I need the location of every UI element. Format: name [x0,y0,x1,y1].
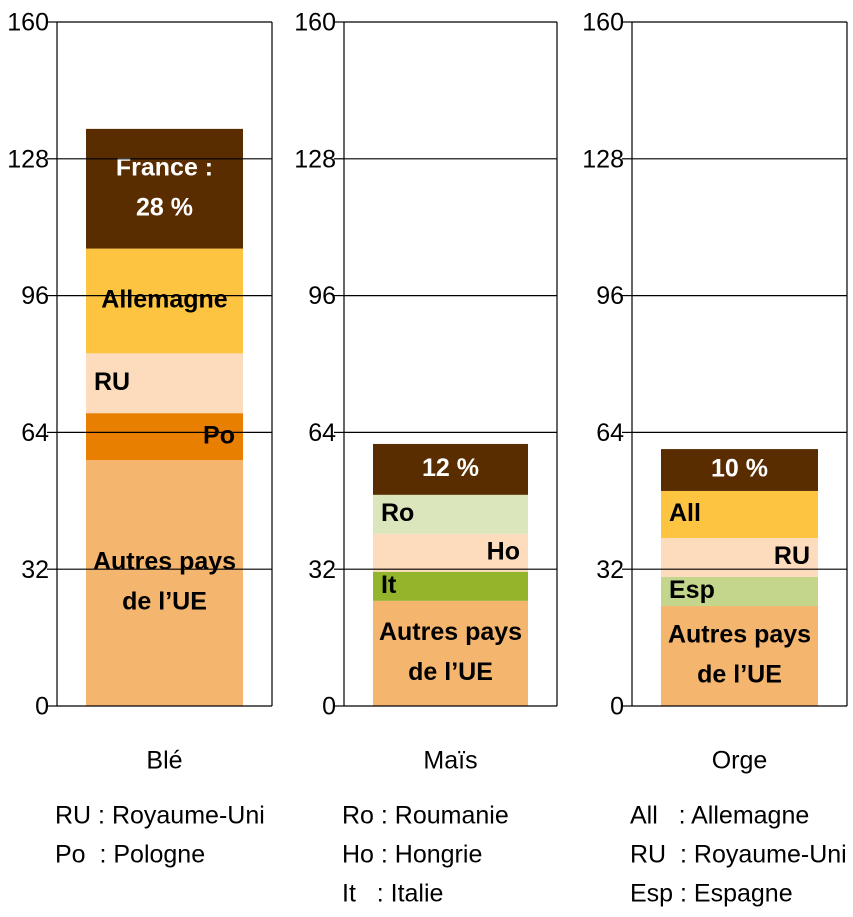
y-tick-label: 160 [582,9,624,37]
bar-segment [661,605,818,706]
y-tick-label: 64 [21,419,49,447]
segment-label: Autres pays [379,618,522,646]
segment-label: Ho [487,537,520,565]
bar-segment [86,353,243,414]
bar-segment [373,600,528,706]
y-tick-label: 96 [308,282,336,310]
segment-label: 12 % [422,454,479,482]
bar-segment [373,443,528,495]
segment-label: France : [116,153,213,181]
bar-segment [86,413,243,461]
y-tick-label: 32 [21,556,49,584]
y-tick-label: 0 [322,693,336,721]
y-tick-label: 128 [582,145,624,173]
legend-entry: Ho : Hongrie [342,841,482,869]
bar-segment [661,449,818,491]
y-tick-label: 128 [294,145,336,173]
y-tick-label: 32 [308,556,336,584]
bar-segment [373,571,528,601]
segment-label: Ro [381,499,414,527]
y-tick-label: 96 [596,282,624,310]
segment-label: Autres pays [668,621,811,649]
y-tick-label: 0 [35,693,49,721]
y-tick-label: 96 [21,282,49,310]
y-tick-label: 0 [610,693,624,721]
segment-label: de l’UE [122,588,207,616]
legend-entry: RU : Royaume-Uni [630,841,847,869]
segment-label: 28 % [136,193,193,221]
segment-label: Autres pays [93,548,236,576]
y-tick-label: 128 [7,145,49,173]
segment-label: All [669,499,701,527]
segment-label: 10 % [711,455,768,483]
legend-entry: Esp : Espagne [630,880,793,908]
category-label: Orge [712,747,768,775]
legend-entry: All : Allemagne [630,802,809,830]
bar-segment [661,537,818,577]
segment-label: RU [774,542,810,570]
y-tick-label: 160 [294,9,336,37]
y-tick-label: 160 [7,9,49,37]
segment-label: It [381,571,397,599]
legend-entry: Po : Pologne [55,841,205,869]
segment-label: Po [203,421,235,449]
category-label: Blé [146,747,182,775]
legend-entry: RU : Royaume-Uni [55,802,265,830]
y-tick-label: 64 [596,419,624,447]
segment-label: RU [94,368,130,396]
segment-label: de l’UE [697,661,782,689]
bar-segment [86,128,243,249]
bar-segment [86,248,243,354]
bar-segment [373,533,528,572]
y-tick-label: 32 [596,556,624,584]
segment-label: Esp [669,576,715,604]
bar-segment [661,576,818,606]
bar-segment [373,494,528,534]
bar-segment [661,490,818,538]
bar-segment [86,460,243,706]
legend-entry: It : Italie [342,880,443,908]
y-tick-label: 64 [308,419,336,447]
segment-label: Allemagne [101,286,228,314]
segment-label: de l’UE [408,658,493,686]
legend-entry: Ro : Roumanie [342,802,509,830]
category-label: Maïs [423,747,477,775]
